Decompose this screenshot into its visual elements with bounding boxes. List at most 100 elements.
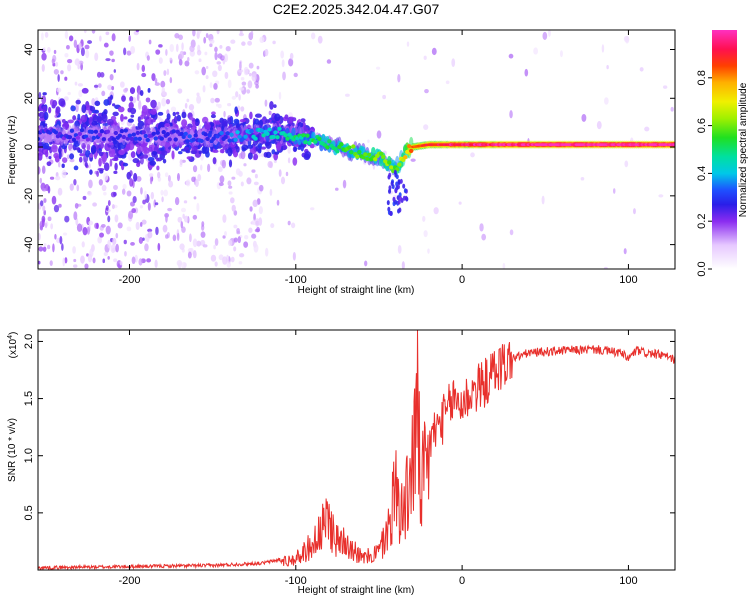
spectrogram-scatter-blob: [150, 118, 156, 123]
spectrogram-noise-blob: [218, 182, 224, 187]
spectrogram-noise-blob: [375, 66, 381, 70]
spectrogram-ridge-blob: [397, 162, 402, 167]
spectrogram-noise-blob: [76, 184, 80, 192]
spectrogram-ridge-blob: [161, 130, 166, 135]
spectrogram-noise-blob: [62, 232, 68, 236]
spectrogram-scatter-blob: [265, 119, 270, 124]
spectrogram-noise-blob: [77, 83, 84, 87]
spectrogram-noise-blob: [233, 246, 237, 252]
spectrogram-ridge-blob: [89, 129, 95, 135]
spectrogram-scatter-blob: [79, 153, 85, 157]
spectrogram-noise-blob: [64, 52, 69, 58]
spectrogram-scatter-blob: [265, 151, 272, 159]
spectrogram-noise-blob: [121, 188, 126, 195]
spectrogram-scatter-blob: [149, 160, 157, 166]
spectrogram-noise-blob: [82, 195, 87, 201]
spectrogram-scatter-blob: [300, 142, 305, 152]
spectrogram-scatter-blob: [292, 117, 297, 122]
spectrogram-noise-blob: [78, 42, 82, 50]
spectrogram-noise-blob: [288, 58, 294, 67]
spectrogram-noise-blob: [181, 261, 187, 269]
spectrogram-scatter-blob: [70, 105, 76, 112]
spectrogram-noise-blob: [91, 98, 96, 106]
spectrogram-scatter-blob: [46, 161, 52, 167]
spectrogram-noise-blob: [92, 257, 96, 264]
spectrogram-ridge-blob: [389, 165, 394, 170]
spectrogram-noise-blob: [252, 199, 258, 208]
spectrogram-scatter-blob: [102, 113, 108, 123]
spectrogram-noise-blob: [78, 89, 83, 98]
spectrogram-noise-blob: [509, 110, 513, 119]
spectrogram-scatter-blob: [43, 111, 49, 121]
spectrogram-scatter-blob: [293, 146, 297, 152]
spectrogram-scatter-blob: [38, 142, 43, 148]
spectrogram-scatter-blob: [51, 144, 58, 153]
spectrogram-scatter-blob: [227, 147, 233, 157]
spectrogram-noise-blob: [109, 50, 114, 56]
spectrogram-noise-blob: [200, 231, 206, 238]
spectrogram-scatter-blob: [58, 98, 66, 107]
spectrogram-ridge-blob: [379, 151, 384, 156]
spectrogram-noise-blob: [422, 215, 426, 222]
snr-y-exponent: (x104): [7, 332, 19, 359]
spectrogram-noise-blob: [174, 33, 180, 39]
spectrogram-noise-blob: [222, 235, 226, 239]
spectrogram-noise-blob: [135, 221, 140, 231]
spectrogram-ridge-blob: [127, 133, 133, 138]
spectrogram-noise-blob: [73, 178, 77, 186]
spectrogram-noise-blob: [580, 176, 585, 181]
spectrogram-noise-blob: [113, 258, 118, 263]
spectrogram-noise-blob: [139, 222, 143, 227]
spectrogram-scatter-blob: [274, 151, 280, 155]
spectrogram-noise-blob: [67, 64, 72, 72]
spectrogram-noise-blob: [458, 201, 462, 205]
spectrogram-x-tick-label: 0: [459, 274, 465, 286]
spectrogram-scatter-blob: [143, 116, 150, 120]
spectrogram-scatter-blob: [198, 150, 202, 155]
spectrogram-noise-blob: [224, 231, 227, 237]
spectrogram-noise-blob: [606, 65, 609, 70]
spectrogram-noise-blob: [101, 184, 107, 192]
spectrogram-noise-blob: [74, 58, 80, 66]
spectrogram-ridge-blob: [167, 137, 172, 142]
spectrogram-scatter-blob: [140, 114, 144, 120]
snr-x-tick-label: -200: [118, 575, 140, 587]
spectrogram-noise-blob: [326, 59, 332, 64]
spectrogram-noise-blob: [111, 86, 115, 91]
spectrogram-scatter-blob: [72, 115, 77, 121]
spectrogram-noise-blob: [136, 175, 142, 182]
spectrogram-noise-blob: [196, 202, 200, 212]
spectrogram-noise-blob: [203, 36, 207, 44]
spectrogram-noise-blob: [157, 171, 161, 179]
spectrogram-noise-blob: [59, 235, 63, 245]
spectrogram-ridge-blob: [261, 133, 266, 138]
spectrogram-noise-blob: [219, 175, 225, 184]
colorbar-tick-label: 0.2: [696, 214, 708, 229]
spectrogram-noise-blob: [216, 61, 222, 65]
spectrogram-scatter-blob: [188, 116, 194, 121]
spectrogram-noise-blob: [77, 64, 80, 70]
spectrogram-noise-blob: [136, 93, 140, 102]
spectrogram-ridge-blob: [229, 132, 234, 137]
spectrogram-noise-blob: [189, 233, 192, 243]
spectrogram-scatter-blob: [89, 106, 96, 112]
spectrogram-noise-blob: [114, 214, 119, 223]
snr-y-tick-label: 0.5: [23, 505, 35, 520]
spectrogram-noise-blob: [227, 180, 232, 187]
spectrogram-noise-blob: [213, 244, 216, 250]
spectrogram-noise-blob: [64, 76, 68, 81]
spectrogram-noise-blob: [131, 256, 136, 265]
spectrogram-noise-blob: [243, 241, 249, 248]
spectrogram-ridge-blob: [165, 132, 170, 137]
spectrogram-scatter-blob: [102, 153, 108, 163]
snr-y-tick-label: 2.0: [23, 334, 35, 349]
spectrogram-noise-blob: [96, 71, 102, 78]
colorbar-label: Normalized spectral amplitude: [738, 82, 749, 217]
spectrogram-ridge-blob: [91, 135, 97, 141]
spectrogram-noise-blob: [187, 57, 190, 62]
spectrogram-noise-blob: [105, 205, 109, 211]
spectrogram-noise-blob: [74, 202, 79, 209]
spectrogram-noise-blob: [202, 85, 206, 93]
spectrogram-ridge-blob: [381, 154, 386, 160]
spectrogram-tail-blob: [390, 181, 394, 187]
